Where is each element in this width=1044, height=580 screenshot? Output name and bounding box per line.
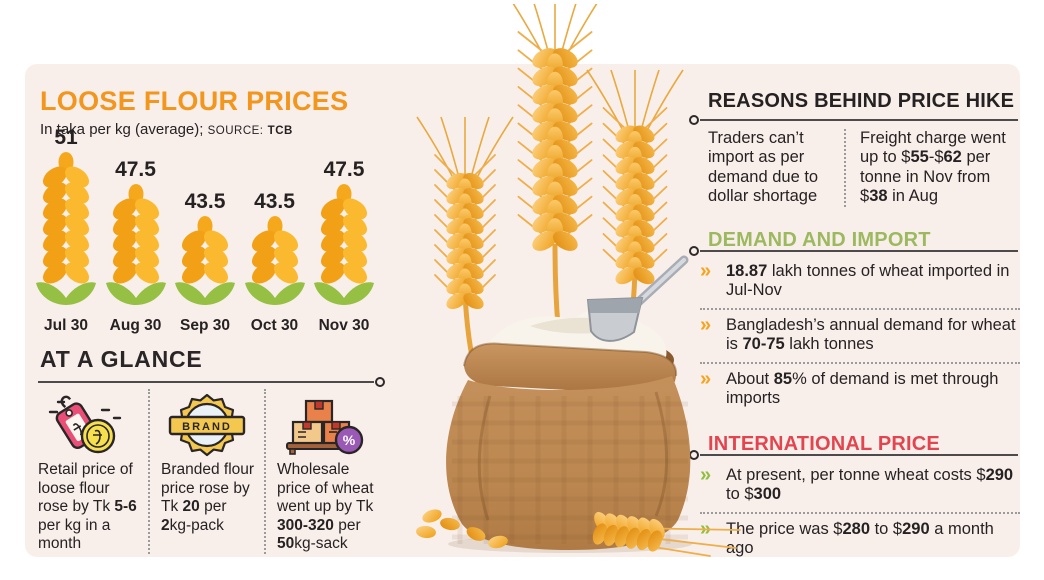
demand-import-list: » 18.87 lakh tonnes of wheat imported in… <box>700 256 1020 416</box>
flour-price-chart: 51 Jul 30 47.5 Aug 30 43.5 Sep 30 43.5 Oct 30 47… <box>34 126 376 335</box>
chart-bar-aug-30: 47.5 Aug 30 <box>104 158 168 335</box>
taka-price-tag-coin-icon <box>38 389 142 461</box>
chart-bar-nov-30: 47.5 Nov 30 <box>312 158 376 335</box>
brand-badge-icon: BRAND <box>161 389 258 461</box>
bar-category-label: Nov 30 <box>318 317 370 334</box>
demand-bullet-annual-demand: Bangladesh’s annual demand for wheat is … <box>726 315 1016 354</box>
chart-subtitle: In taka per kg (average); SOURCE: TCB <box>40 121 293 138</box>
intl-bullet-current-price: At present, per tonne wheat costs $290 t… <box>726 466 1014 504</box>
intl-bullet-previous-price: The price was $280 to $290 a month ago <box>726 519 994 558</box>
international-price-list: » At present, per tonne wheat costs $290… <box>700 460 1020 566</box>
bar-value-label: 47.5 <box>115 158 156 181</box>
bar-value-label: 51 <box>54 126 78 149</box>
chart-bar-jul-30: 51 Jul 30 <box>34 126 98 335</box>
glance-item-branded: BRAND Branded flour price rose by Tk 20 … <box>148 389 264 554</box>
chart-bar-sep-30: 43.5 Sep 30 <box>173 190 237 335</box>
wheat-stalk-icon <box>312 184 376 313</box>
percent-badge-label: % <box>343 432 356 448</box>
reasons-grid: Traders can’t import as per demand due t… <box>708 129 1020 207</box>
bar-category-label: Oct 30 <box>250 317 299 334</box>
brand-badge-label: BRAND <box>182 421 232 433</box>
bar-category-label: Sep 30 <box>180 317 230 334</box>
boxes-percent-icon: % <box>277 389 384 461</box>
chevron-bullet-icon: » <box>700 517 712 540</box>
reason-dollar-shortage: Traders can’t import as per demand due t… <box>708 129 819 206</box>
glance-item-retail: Retail price of loose flour rose by Tk 5… <box>38 389 148 554</box>
bar-value-label: 43.5 <box>184 190 226 213</box>
glance-item-text: Branded flour price rose by Tk 20 per 2k… <box>161 461 255 534</box>
bar-value-label: 43.5 <box>254 190 295 213</box>
chart-bar-oct-30: 43.5 Oct 30 <box>243 190 307 335</box>
wheat-stalk-icon <box>34 152 98 313</box>
at-a-glance-title: AT A GLANCE <box>40 346 203 372</box>
list-item: » The price was $280 to $290 a month ago <box>700 514 1020 566</box>
glance-item-text: Wholesale price of wheat went up by Tk 3… <box>277 461 374 553</box>
bar-category-label: Aug 30 <box>109 317 162 334</box>
bar-value-label: 47.5 <box>323 158 365 181</box>
reasons-title: REASONS BEHIND PRICE HIKE <box>708 90 1015 112</box>
demand-bullet-imports-share: About 85% of demand is met through impor… <box>726 369 999 408</box>
at-a-glance-rule <box>38 376 385 387</box>
international-price-title: INTERNATIONAL PRICE <box>708 433 940 455</box>
reason-freight-charge: Freight charge went up to $55-$62 per to… <box>844 129 1020 207</box>
list-item: » At present, per tonne wheat costs $290… <box>700 460 1020 514</box>
chevron-bullet-icon: » <box>700 464 712 486</box>
glance-item-wholesale: % Wholesale price of wheat went up by Tk… <box>264 389 390 554</box>
international-price-rule <box>689 449 1018 460</box>
glance-item-text: Retail price of loose flour rose by Tk 5… <box>38 461 137 553</box>
chart-unit-note: In taka per kg (average); <box>40 121 208 138</box>
source-label: SOURCE: <box>207 125 264 137</box>
chevron-bullet-icon: » <box>700 260 712 282</box>
reasons-rule <box>689 114 1018 125</box>
bar-category-label: Jul 30 <box>44 317 88 334</box>
chevron-bullet-icon: » <box>700 367 712 390</box>
at-a-glance-grid: Retail price of loose flour rose by Tk 5… <box>38 389 390 554</box>
list-item: » Bangladesh’s annual demand for wheat i… <box>700 310 1020 364</box>
source-value: TCB <box>267 125 293 137</box>
wheat-stalk-icon <box>243 216 307 313</box>
list-item: » About 85% of demand is met through imp… <box>700 364 1020 416</box>
demand-bullet-imported: 18.87 lakh tonnes of wheat imported in J… <box>726 262 1010 300</box>
list-item: » 18.87 lakh tonnes of wheat imported in… <box>700 256 1020 310</box>
page-title: LOOSE FLOUR PRICES <box>40 86 349 116</box>
chevron-bullet-icon: » <box>700 313 712 336</box>
demand-import-title: DEMAND AND IMPORT <box>708 229 931 251</box>
wheat-stalk-icon <box>104 184 168 313</box>
demand-import-rule <box>689 245 1018 256</box>
wheat-stalk-icon <box>173 216 237 313</box>
